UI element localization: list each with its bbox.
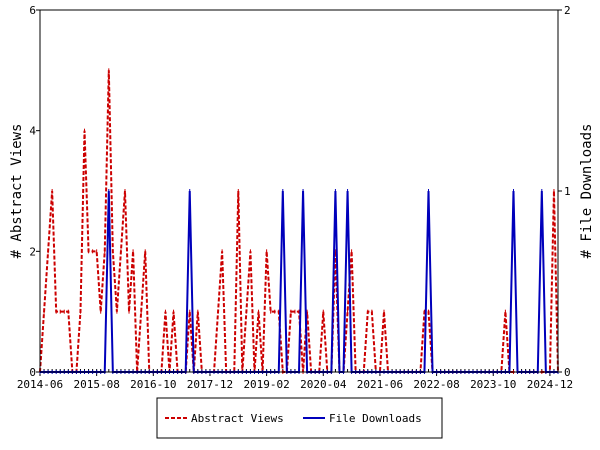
x-tick-label: 2017-12 [187, 378, 233, 391]
left-axis-title: # Abstract Views [9, 124, 25, 259]
x-tick-label: 2014-06 [17, 378, 63, 391]
x-tick-label: 2024-12 [527, 378, 573, 391]
legend-label-file-downloads: File Downloads [329, 412, 422, 425]
labels-layer: 2014-06 2015-08 2016-10 2017-12 2019-02 2020-… [17, 4, 573, 391]
legend: Abstract Views File Downloads [156, 397, 443, 439]
left-y-tick-label: 4 [29, 125, 36, 138]
left-y-tick-label: 6 [29, 4, 36, 17]
left-y-tick-label: 2 [29, 245, 36, 258]
x-tick-label: 2016-10 [130, 378, 176, 391]
right-axis-title: # File Downloads [579, 124, 595, 259]
x-tick-label: 2020-04 [300, 378, 347, 391]
plot-frame [39, 9, 559, 373]
right-y-tick-label: 0 [564, 366, 571, 379]
x-tick-label: 2021-06 [357, 378, 403, 391]
right-y-tick-label: 2 [564, 4, 571, 17]
left-y-tick-label: 0 [29, 366, 36, 379]
legend-label-abstract-views: Abstract Views [191, 412, 284, 425]
x-tick-label: 2022-08 [413, 378, 459, 391]
legend-box [156, 397, 443, 439]
x-tick-label: 2015-08 [73, 378, 119, 391]
right-y-tick-label: 1 [564, 185, 571, 198]
x-tick-label: 2023-10 [470, 378, 516, 391]
x-tick-label: 2019-02 [243, 378, 289, 391]
